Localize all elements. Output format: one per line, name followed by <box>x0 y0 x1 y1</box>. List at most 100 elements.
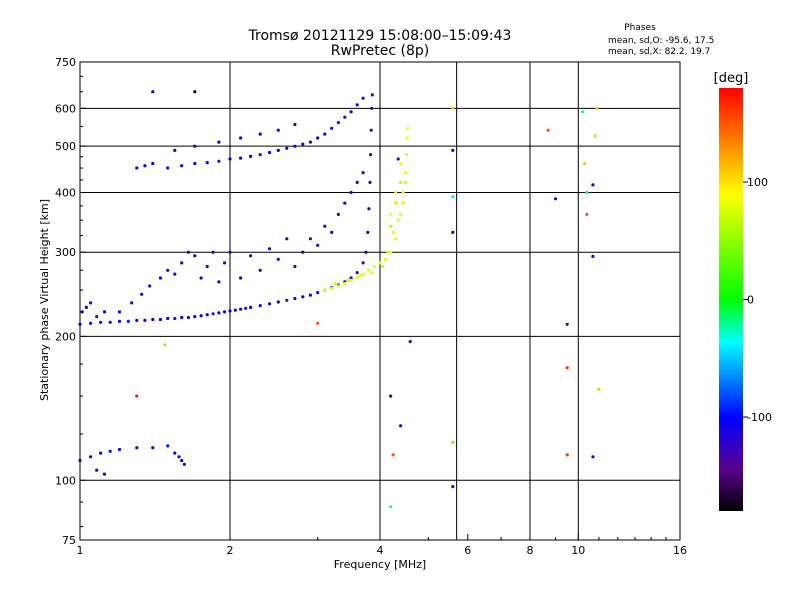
data-point <box>323 288 327 292</box>
data-point <box>399 161 403 166</box>
data-point <box>406 126 410 130</box>
data-point <box>135 166 139 170</box>
data-point <box>276 148 280 152</box>
x-axis-label: Frequency [MHz] <box>334 558 426 571</box>
data-point <box>193 90 197 94</box>
data-point <box>239 276 243 280</box>
data-point <box>381 264 385 269</box>
data-point <box>276 128 280 132</box>
data-point <box>205 161 209 165</box>
x-tick-label: 1 <box>77 544 84 557</box>
data-point <box>336 121 340 125</box>
data-point <box>177 455 181 459</box>
data-point <box>330 230 334 234</box>
data-point <box>355 275 359 279</box>
data-point <box>102 310 107 314</box>
data-point <box>330 126 334 130</box>
data-point <box>591 455 595 459</box>
data-point <box>316 136 320 140</box>
x-tick-label: 16 <box>673 544 687 557</box>
data-point <box>361 272 365 276</box>
data-point <box>451 440 455 444</box>
data-point <box>349 110 353 114</box>
data-point <box>585 190 589 195</box>
data-point <box>349 276 353 280</box>
y-tick-label: 75 <box>62 534 76 547</box>
data-point <box>102 472 107 476</box>
x-tick-label: 10 <box>571 544 585 557</box>
data-point <box>343 115 347 119</box>
data-point <box>228 309 232 313</box>
data-point <box>239 136 243 140</box>
data-point <box>451 106 455 110</box>
colorbar-ticks: 100 0 -100 <box>743 176 772 424</box>
data-point <box>367 207 371 211</box>
data-point <box>258 132 262 136</box>
data-point <box>308 237 312 241</box>
data-point <box>239 307 243 311</box>
data-point <box>205 313 209 317</box>
stats-o: mean, sd,O: -95.6, 17.5 <box>608 36 714 46</box>
data-point <box>293 144 297 148</box>
data-point <box>591 183 595 187</box>
data-point <box>389 505 393 509</box>
data-point <box>217 159 221 163</box>
chart-subtitle: RwPretec (8p) <box>331 43 429 59</box>
data-point <box>401 190 405 195</box>
data-point <box>285 146 289 150</box>
data-point <box>349 190 353 195</box>
data-point <box>239 156 243 160</box>
data-point <box>217 280 221 284</box>
data-point <box>267 247 272 251</box>
data-point <box>222 261 227 265</box>
data-point <box>217 140 221 144</box>
y-tick-label: 600 <box>55 102 76 115</box>
data-point <box>180 164 184 168</box>
data-point <box>180 315 184 320</box>
data-point <box>403 180 408 184</box>
data-point <box>143 318 147 322</box>
data-point <box>389 394 393 398</box>
data-point <box>166 166 170 170</box>
data-point <box>399 180 403 184</box>
data-point <box>182 462 186 466</box>
data-point <box>565 366 569 370</box>
data-point <box>166 268 170 272</box>
data-point <box>293 296 297 301</box>
data-point <box>343 281 347 286</box>
data-point <box>211 250 215 254</box>
data-point <box>205 264 209 269</box>
data-point <box>222 310 227 314</box>
data-point <box>323 224 327 228</box>
data-point <box>249 254 253 258</box>
data-point <box>217 311 221 315</box>
data-point <box>308 140 312 144</box>
data-point <box>389 250 393 254</box>
data-point <box>99 320 103 324</box>
data-point <box>99 451 103 455</box>
data-point <box>89 321 93 325</box>
data-point <box>370 93 374 97</box>
data-point <box>211 312 215 316</box>
data-point <box>258 153 262 157</box>
data-points <box>78 90 601 509</box>
data-point <box>151 446 155 450</box>
data-point <box>389 224 393 228</box>
y-tick-label: 400 <box>55 186 76 199</box>
y-tick-label: 500 <box>55 140 76 153</box>
data-point <box>451 485 455 489</box>
data-point <box>285 298 289 302</box>
y-axis-label: Stationary phase Virtual Height [km] <box>38 199 51 401</box>
data-point <box>451 195 455 199</box>
colorbar <box>719 88 743 511</box>
data-point <box>151 161 155 166</box>
data-point <box>135 318 139 322</box>
data-point <box>89 455 93 459</box>
data-point <box>370 106 374 110</box>
data-point <box>383 257 387 261</box>
y-tick-label: 300 <box>55 246 76 259</box>
data-point <box>336 284 340 288</box>
data-point <box>396 218 400 222</box>
data-point <box>173 316 177 321</box>
